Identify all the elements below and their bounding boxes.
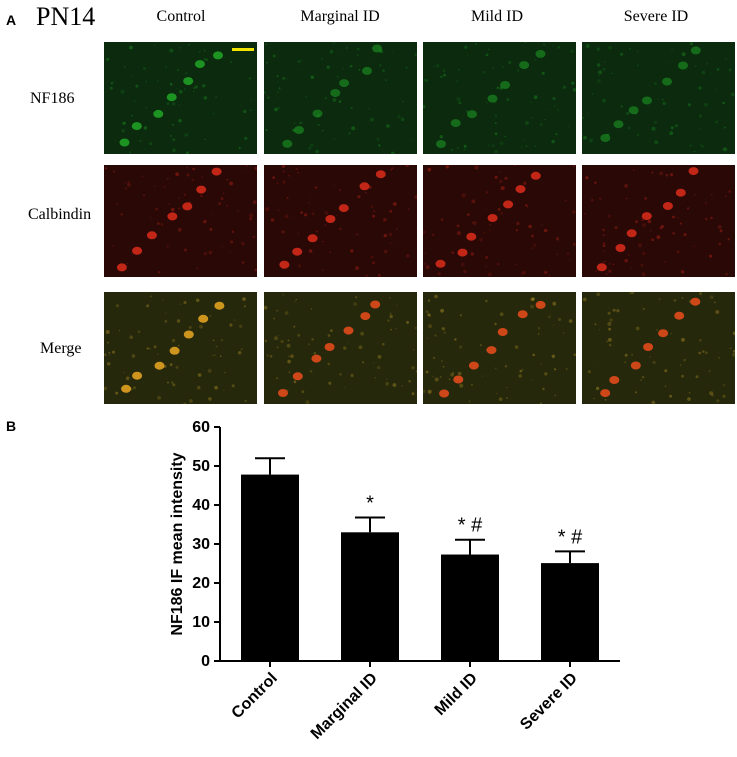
y-tick-label: 40 [192,497,210,514]
column-header-severe: Severe ID [623,8,689,25]
bar-chart: NF186 IF mean intensity 0 10 20 30 40 50 60 Cont… [169,419,620,743]
y-tick-label: 50 [192,458,210,475]
significance-mark-2: * # [458,515,483,537]
row-label-merge: Merge [40,340,82,357]
x-tick-label: Severe ID [517,670,581,734]
column-header-control: Control [156,8,206,25]
micrograph-merge-marginal-id [264,292,417,404]
micrograph-merge-mild-id [423,292,576,404]
micrograph-nf186-control [104,42,257,154]
micrograph-calbindin-control [104,165,257,277]
micrograph-merge-severe-id [582,292,735,404]
bar-0 [241,474,299,661]
micrograph-calbindin-mild-id [423,165,576,277]
bar-2 [441,554,499,661]
panel-a-letter: A [6,12,17,28]
micrograph-calbindin-marginal-id [264,165,417,277]
y-axis-title: NF186 IF mean intensity [169,452,186,635]
y-tick-label: 0 [201,653,210,670]
micrograph-nf186-mild-id [423,42,576,154]
row-label-calbindin: Calbindin [28,206,92,223]
y-tick-label: 10 [192,614,210,631]
bar-1 [341,532,399,661]
panel-b-letter: B [6,418,17,434]
y-tick-label: 60 [192,419,210,436]
column-header-marginal: Marginal ID [300,8,380,25]
bar-3 [541,563,599,661]
timepoint-label: PN14 [36,2,96,31]
row-label-nf186: NF186 [30,90,75,107]
micrograph-calbindin-severe-id [582,165,735,277]
x-tick-label: Mild ID [432,670,481,719]
scale-bar [232,48,254,51]
x-tick-label: Marginal ID [308,670,381,743]
micrograph-merge-control [104,292,257,404]
significance-mark-1: * [366,492,374,514]
x-tick-label: Control [229,670,281,722]
y-tick-label: 20 [192,575,210,592]
column-header-mild: Mild ID [471,8,523,25]
significance-mark-3: * # [558,526,583,548]
y-tick-label: 30 [192,536,210,553]
micrograph-nf186-marginal-id [264,42,417,154]
micrograph-nf186-severe-id [582,42,735,154]
